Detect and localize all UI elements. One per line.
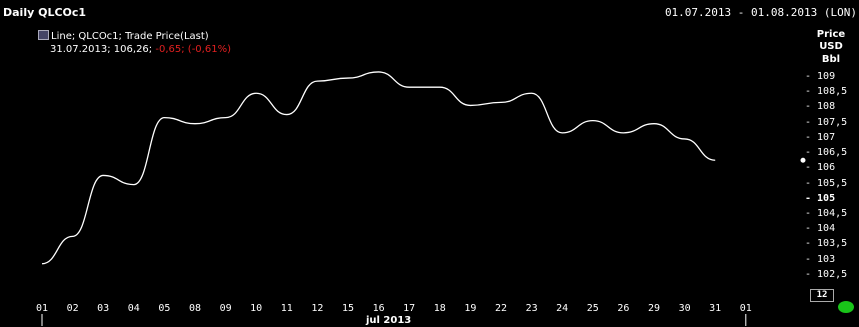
x-tick-label: 17 xyxy=(403,303,416,314)
y-tick-label: - 107 xyxy=(805,131,836,143)
y-unit-price: Price xyxy=(816,29,846,40)
x-tick-label: 05 xyxy=(158,303,171,314)
legend-change: -0,65; xyxy=(155,44,185,55)
live-status-icon[interactable] xyxy=(838,301,854,313)
y-tick-label: - 102,5 xyxy=(805,268,848,280)
x-tick-label: 22 xyxy=(494,303,508,314)
y-tick-label: - 106,5 xyxy=(805,147,848,159)
x-tick-label: 15 xyxy=(341,303,355,314)
line-series-icon xyxy=(38,30,49,40)
x-tick-label: 25 xyxy=(586,303,599,314)
date-range: 01.07.2013 - 01.08.2013 (LON) xyxy=(664,6,857,19)
x-tick-label: 03 xyxy=(97,303,110,314)
x-tick-label: 31 xyxy=(709,303,722,314)
chart-title: Daily QLCOc1 xyxy=(3,6,87,19)
y-tick-label: - 106 xyxy=(805,162,836,174)
chart-header: Daily QLCOc1 01.07.2013 - 01.08.2013 (LO… xyxy=(0,0,859,27)
y-unit-bbl: Bbl xyxy=(821,54,841,65)
x-tick-label: 01 xyxy=(35,303,49,314)
legend-last-values: 31.07.2013; 106,26; xyxy=(50,44,153,55)
x-tick-label: 18 xyxy=(433,303,446,314)
x-tick-label: 01 xyxy=(739,303,752,314)
y-tick-label: - 105,5 xyxy=(805,177,848,189)
x-tick-label: 24 xyxy=(556,303,569,314)
month-label: jul 2013 xyxy=(365,315,412,326)
y-tick-label: - 105 xyxy=(805,192,836,204)
x-tick-label: 04 xyxy=(127,303,140,314)
plot-area[interactable] xyxy=(4,27,804,289)
x-tick-label: 08 xyxy=(188,303,202,314)
y-tick-label: - 103,5 xyxy=(805,238,848,250)
x-tick-label: 23 xyxy=(525,303,538,314)
legend-change-pct: (-0,61%) xyxy=(187,44,231,55)
chart-legend: Line; QLCOc1; Trade Price(Last) 31.07.20… xyxy=(38,30,231,56)
x-tick-label: 02 xyxy=(66,303,79,314)
last-value-box[interactable]: 12 xyxy=(810,289,834,302)
y-tick-label: - 107,5 xyxy=(805,116,848,128)
legend-values: 31.07.2013; 106,26; -0,65; (-0,61%) xyxy=(38,43,231,56)
x-tick-label: 26 xyxy=(617,303,630,314)
x-tick-label: 16 xyxy=(372,303,385,314)
y-tick-label: - 103 xyxy=(805,253,836,265)
x-tick-label: 09 xyxy=(219,303,232,314)
x-tick-label: 30 xyxy=(678,303,691,314)
y-tick-label: - 104,5 xyxy=(805,208,848,220)
last-value-marker xyxy=(800,157,806,163)
x-tick-label: 10 xyxy=(250,303,263,314)
series-line xyxy=(41,71,716,265)
y-tick-label: - 109 xyxy=(805,71,836,83)
x-tick-label: 11 xyxy=(280,303,293,314)
x-tick-label: 29 xyxy=(647,303,661,314)
y-tick-label: - 108 xyxy=(805,101,836,113)
legend-series-label: Line; QLCOc1; Trade Price(Last) xyxy=(51,31,209,42)
x-tick-label: 12 xyxy=(311,303,324,314)
y-unit-currency: USD xyxy=(819,41,843,52)
y-tick-label: - 108,5 xyxy=(805,86,848,98)
legend-series: Line; QLCOc1; Trade Price(Last) xyxy=(38,30,231,43)
x-tick-label: 19 xyxy=(464,303,477,314)
y-tick-label: - 104 xyxy=(805,223,836,235)
